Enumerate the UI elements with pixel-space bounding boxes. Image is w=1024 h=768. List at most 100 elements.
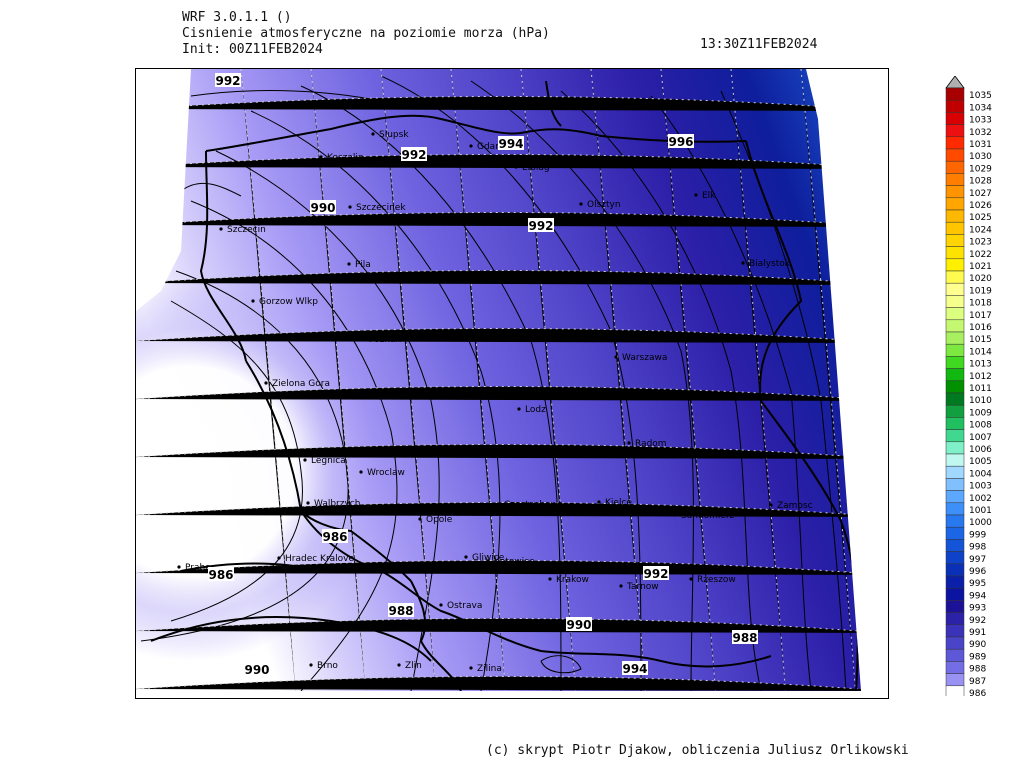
legend-swatch [945,465,965,479]
city-dot [614,355,618,359]
city-marker: Szczecin [219,225,266,235]
city-label: Warszawa [622,353,667,363]
label-box [244,662,270,676]
legend-value: 1034 [969,103,992,113]
city-marker: Legnica [303,456,346,466]
city-label: Olsztyn [587,200,621,210]
city-dot [464,555,468,559]
legend-swatch [945,685,965,696]
isobar-value-label: 986 [208,567,234,582]
city-dot [319,155,323,159]
country-border [150,616,432,662]
label-box [732,630,758,644]
country-border [545,80,562,127]
city-dot [469,666,473,670]
city-dot [309,663,313,667]
city-label: Zilina [477,664,502,674]
isobar-value-label: 992 [528,218,554,233]
city-label: Sandomierz [681,511,735,521]
city-label: Gliwice [472,553,505,563]
legend-swatch [945,209,965,223]
isobar-value: 994 [622,662,647,676]
city-dot [277,556,281,560]
legend-swatch [945,673,965,687]
legend-swatch [945,429,965,443]
city-dot [463,277,467,281]
city-label: Praha [185,563,211,573]
legend-value: 996 [969,567,986,577]
city-marker: Katowice [486,557,535,567]
valid-time: 13:30Z11FEB2024 [700,37,818,52]
grid-meridian [310,69,367,691]
isobar-value-label: 990 [310,200,336,215]
country-border [410,580,462,691]
isobar-value-label: 994 [622,661,648,676]
legend-swatch [945,441,965,455]
isobar-line [190,200,398,691]
city-dot [219,227,223,231]
city-label: Wroclaw [367,468,405,478]
city-marker: Rzeszow [689,575,736,585]
city-label: Suwalki [733,161,768,171]
city-label: Gdansk [477,142,512,152]
city-marker: Poprad [582,680,621,690]
city-label: Walbrzych [314,499,360,509]
legend-value: 1015 [969,335,992,345]
city-dot [347,262,351,266]
city-dot [627,441,631,445]
legend-swatch [945,612,965,626]
legend-value: 1021 [969,262,992,272]
city-label: Slupsk [379,130,409,140]
legend-value: 1002 [969,494,992,504]
city-marker: Ostrava [439,601,482,611]
legend-swatch [945,624,965,638]
legend-value: 993 [969,604,986,614]
isobar-value-label: 994 [498,136,524,151]
legend-swatch [945,136,965,150]
legend-swatch [945,234,965,247]
city-marker: Torun [463,275,496,285]
isobar-value: 992 [643,567,668,581]
isobar-value: 990 [310,201,335,215]
isobar-line [215,150,440,691]
legend-value: 1017 [969,311,992,321]
legend-swatch [945,87,965,101]
city-marker: Wroclaw [359,468,405,478]
city-label: Presov [655,683,686,693]
isobar-line [180,182,242,197]
city-marker: Opole [418,515,453,525]
label-box [528,218,554,232]
city-dot [769,503,773,507]
legend-swatch [945,160,965,174]
legend-max-arrow [945,76,965,89]
legend-value: 1035 [969,91,992,101]
isobar-value: 990 [244,663,269,677]
city-dot [479,682,483,686]
city-marker: Gdansk [469,142,512,152]
grid-parallel [136,501,861,518]
legend-value: 1008 [969,421,992,431]
city-marker: Poznan [361,335,401,345]
legend-swatch [945,587,965,601]
grid-parallel [136,95,861,112]
legend-value: 1006 [969,445,992,455]
city-dot [439,603,443,607]
legend-swatch [945,453,965,467]
legend-value: 1009 [969,408,992,418]
color-legend: 1035 1034 1033 1032 1031 1030 1029 1028 1027 1026… [945,76,992,696]
legend-swatch [945,526,965,540]
legend-value: 1005 [969,457,992,467]
legend-value: 1031 [969,140,992,150]
legend-value: 999 [969,530,986,540]
legend-swatch [945,295,965,308]
isobar-value: 988 [388,604,413,618]
city-label: Szczecin [227,225,266,235]
legend-value: 1027 [969,189,992,199]
legend-swatch [945,270,965,284]
legend-swatch [945,99,965,113]
city-marker: Gorzow Wlkp [251,297,318,307]
legend-value: 1007 [969,433,992,443]
city-label: Szczecinek [356,203,406,213]
legend-value: 1000 [969,518,992,528]
isobar-line [190,90,382,102]
